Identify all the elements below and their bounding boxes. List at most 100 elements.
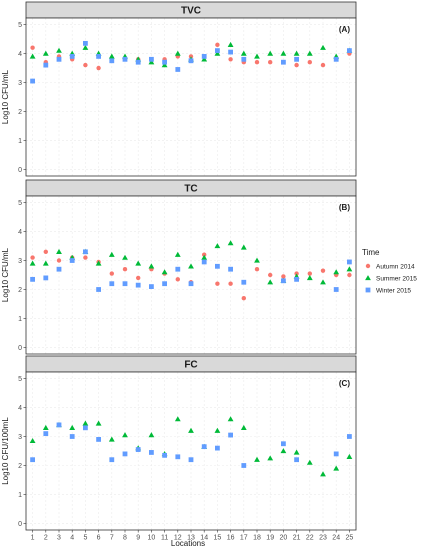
data-point [320,471,326,477]
x-tick-label: 4 [70,535,74,542]
data-point [122,267,128,272]
data-point [333,56,339,62]
data-point [215,281,220,286]
x-tick-label: 18 [253,535,261,542]
x-tick-label: 13 [187,535,195,542]
data-point [214,243,221,249]
y-axis-title: Log10 CFU/100mL [1,417,10,485]
data-point [333,451,339,457]
data-point [135,282,141,288]
data-point [161,62,168,68]
data-point [320,44,326,50]
data-point [215,263,220,269]
panel-tag: (A) [339,25,350,34]
data-point [56,47,62,53]
data-point [96,287,101,292]
data-point [281,59,286,65]
legend: Time Autumn 2014 Summer 2015 Winter 2015 [362,248,417,294]
data-point [306,274,313,281]
data-point [108,251,115,257]
data-point [228,281,233,286]
data-point [148,263,155,269]
y-tick-label: 4 [18,405,22,412]
x-tick-label: 14 [200,535,208,542]
y-tick-label: 1 [18,492,22,499]
data-point [149,284,154,289]
data-point [96,65,101,71]
data-point [293,50,300,56]
data-point [280,50,287,56]
panel-tag: (B) [339,203,350,212]
x-tick-label: 23 [319,535,327,542]
data-point [161,269,168,275]
data-point [42,50,49,56]
x-tick-label: 21 [293,535,301,542]
data-point [108,436,115,442]
panel-tvc: TVC 0 1 2 3 4 5 Log10 CFU/mL (A) [1,1,357,177]
data-point [267,279,274,285]
data-point [228,432,233,438]
data-point [174,416,181,422]
data-point [241,279,247,285]
data-point [175,277,180,282]
data-points [29,240,353,301]
plot-area [26,196,356,354]
data-point [188,263,194,269]
data-point [254,257,260,263]
data-point [281,274,286,279]
data-point [188,427,194,433]
data-point [320,62,326,68]
panel-tag: (C) [339,379,350,388]
y-tick-label: 5 [18,200,22,207]
data-point [29,260,36,266]
x-tick-label: 24 [332,535,340,542]
x-tick-label: 11 [161,535,168,542]
data-point [175,67,181,72]
data-point [347,434,352,439]
y-tick-label: 1 [18,138,22,145]
x-tick-label: 17 [240,535,248,542]
data-point [69,434,75,439]
data-point [215,48,220,54]
data-point [29,437,36,444]
data-point [240,244,247,250]
legend-key [365,287,371,293]
data-point [254,267,260,272]
data-point [175,266,181,272]
data-point [294,56,299,62]
data-point [148,432,155,438]
data-point [214,50,221,56]
x-axis-title: Locations [171,539,205,548]
data-points [29,416,353,477]
data-point [30,45,35,50]
data-point [122,254,128,260]
data-point [69,424,76,430]
data-point [307,60,312,65]
data-point [162,281,167,287]
x-tick-label: 5 [83,535,87,542]
data-point [228,266,233,272]
x-tick-label: 8 [123,535,127,542]
data-point [30,78,35,84]
data-point [241,56,247,62]
data-point [201,56,208,62]
data-point [333,287,339,292]
data-point [108,53,115,59]
data-point [347,48,352,54]
y-tick-label: 4 [18,51,22,58]
data-point [201,54,207,59]
data-point [254,60,260,65]
data-point [228,57,233,62]
panel-tc: TC 0 1 2 3 4 5 Log10 CFU/mL (B) [1,179,357,355]
data-point [268,272,273,278]
data-point [122,451,128,457]
data-point [268,60,273,65]
data-point [149,450,154,455]
data-point [294,457,299,463]
data-point [346,266,353,272]
x-tick-label: 9 [136,535,140,542]
data-point [82,44,89,50]
data-point [294,276,299,282]
data-point [215,445,220,451]
y-tick-label: 3 [18,434,22,441]
